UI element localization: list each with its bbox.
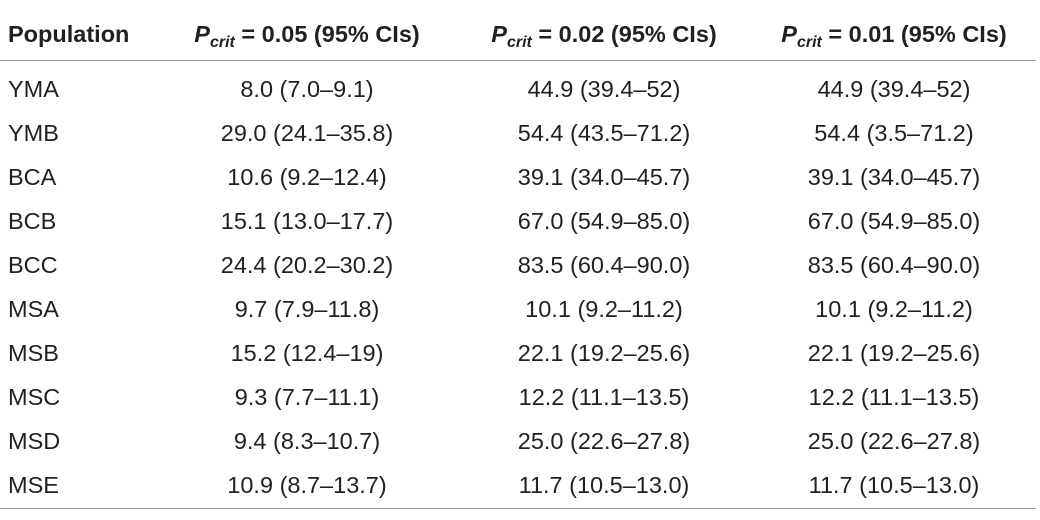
cell-pcrit-005: 15.1 (13.0–17.7) [220,207,394,234]
table-row: MSD 9.4 (8.3–10.7) 25.0 (22.6–27.8) 25.0… [0,420,1036,464]
cell-pcrit-002: 12.2 (11.1–13.5) [518,384,690,411]
table-row: BCB 15.1 (13.0–17.7) 67.0 (54.9–85.0) 67… [0,199,1036,243]
cell-pcrit-005: 29.0 (24.1–35.8) [220,119,394,146]
cell-population: MSB [8,340,59,367]
cell-pcrit-001: 12.2 (11.1–13.5) [808,384,980,411]
cell-population: MSA [8,295,59,322]
table-row: MSA 9.7 (7.9–11.8) 10.1 (9.2–11.2) 10.1 … [0,287,1036,331]
cell-pcrit-001: 22.1 (19.2–25.6) [807,340,981,367]
cell-pcrit-005: 9.7 (7.9–11.8) [234,295,380,322]
table-row: BCC 24.4 (20.2–30.2) 83.5 (60.4–90.0) 83… [0,243,1036,287]
cell-pcrit-002: 11.7 (10.5–13.0) [456,463,752,509]
cell-pcrit-002: 39.1 (34.0–45.7) [517,163,691,190]
cell-pcrit-001: 25.0 (22.6–27.8) [807,428,981,455]
data-table: Population Pcrit = 0.05 (95% CIs) Pcrit … [0,8,1036,509]
cell-pcrit-001: 67.0 (54.9–85.0) [807,207,981,234]
cell-pcrit-002: 22.1 (19.2–25.6) [517,340,691,367]
header-p-symbol: P [194,20,210,47]
header-p-subscript: crit [796,33,822,51]
header-pcrit-002: Pcrit = 0.02 (95% CIs) [456,8,752,61]
cell-pcrit-002: 44.9 (39.4–52) [527,75,681,102]
cell-population: YMB [8,119,59,146]
header-pcrit-001: Pcrit = 0.01 (95% CIs) [752,8,1036,61]
cell-pcrit-001: 39.1 (34.0–45.7) [807,163,981,190]
header-row: Population Pcrit = 0.05 (95% CIs) Pcrit … [0,8,1036,61]
cell-pcrit-005: 10.6 (9.2–12.4) [227,163,387,190]
cell-pcrit-001: 54.4 (3.5–71.2) [814,119,974,146]
table-row: MSE 10.9 (8.7–13.7) 11.7 (10.5–13.0) 11.… [0,463,1036,509]
cell-population: MSD [8,428,61,455]
cell-pcrit-005: 9.4 (8.3–10.7) [233,428,381,455]
table-row: MSB 15.2 (12.4–19) 22.1 (19.2–25.6) 22.1… [0,331,1036,375]
cell-pcrit-002: 25.0 (22.6–27.8) [517,428,691,455]
table-body: YMA 8.0 (7.0–9.1) 44.9 (39.4–52) 44.9 (3… [0,61,1036,509]
cell-population: MSC [8,384,61,411]
cell-pcrit-005: 10.9 (8.7–13.7) [158,463,456,509]
header-p-subscript: crit [209,33,235,51]
header-pcrit-005: Pcrit = 0.05 (95% CIs) [158,8,456,61]
cell-population: BCC [8,251,58,278]
table-row: MSC 9.3 (7.7–11.1) 12.2 (11.1–13.5) 12.2… [0,376,1036,420]
cell-pcrit-002: 67.0 (54.9–85.0) [517,207,691,234]
table-row: YMA 8.0 (7.0–9.1) 44.9 (39.4–52) 44.9 (3… [0,61,1036,112]
cell-pcrit-001: 11.7 (10.5–13.0) [752,463,1036,509]
cell-pcrit-005: 15.2 (12.4–19) [230,340,384,367]
header-population: Population [0,8,158,61]
cell-pcrit-002: 10.1 (9.2–11.2) [525,295,683,322]
table-row: BCA 10.6 (9.2–12.4) 39.1 (34.0–45.7) 39.… [0,155,1036,199]
header-p-subscript: crit [506,33,532,51]
header-p-value: = 0.02 (95% CIs) [531,20,717,47]
header-p-value: = 0.01 (95% CIs) [821,20,1007,47]
cell-pcrit-005: 24.4 (20.2–30.2) [220,251,394,278]
cell-pcrit-002: 54.4 (43.5–71.2) [517,119,691,146]
cell-pcrit-005: 8.0 (7.0–9.1) [240,75,374,102]
cell-population: MSE [0,463,158,509]
cell-population: YMA [8,75,59,102]
cell-pcrit-001: 44.9 (39.4–52) [817,75,971,102]
header-p-symbol: P [781,20,797,47]
table-row: YMB 29.0 (24.1–35.8) 54.4 (43.5–71.2) 54… [0,111,1036,155]
cell-population: BCA [8,163,57,190]
cell-population: BCB [8,207,57,234]
header-p-symbol: P [491,20,507,47]
cell-pcrit-005: 9.3 (7.7–11.1) [234,384,380,411]
cell-pcrit-002: 83.5 (60.4–90.0) [517,251,691,278]
table-header: Population Pcrit = 0.05 (95% CIs) Pcrit … [0,8,1036,61]
cell-pcrit-001: 83.5 (60.4–90.0) [807,251,981,278]
cell-pcrit-001: 10.1 (9.2–11.2) [815,295,973,322]
header-p-value: = 0.05 (95% CIs) [234,20,420,47]
